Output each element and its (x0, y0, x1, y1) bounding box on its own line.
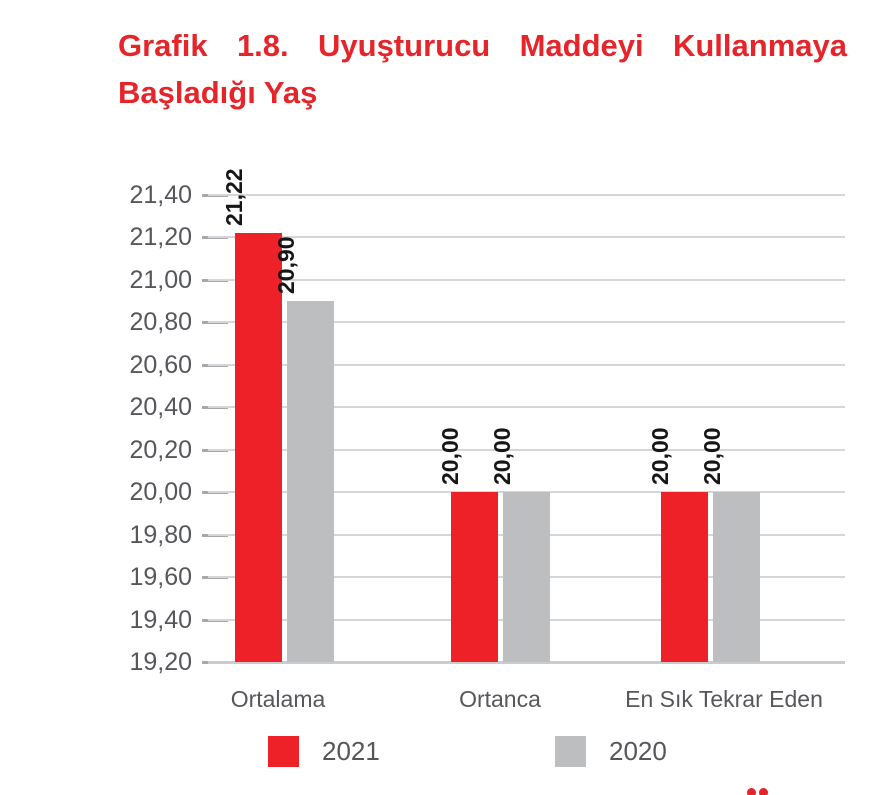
cutoff-umlaut-dot-left (747, 788, 756, 795)
y-axis-label-20,40: 20,40 (129, 393, 192, 422)
gridline-20,40 (208, 406, 845, 409)
legend-label-2021: 2021 (322, 736, 380, 766)
bar-2020-ortalama (286, 301, 334, 662)
chart-title-line-2: Başladığı Yaş (118, 75, 318, 110)
y-axis-label-20,60: 20,60 (129, 350, 192, 379)
legend-item-2021: 2021 (268, 736, 380, 767)
value-label-2021-ortalama: 21,22 (221, 168, 247, 227)
value-label-2020-ortanca: 20,00 (489, 427, 515, 486)
cutoff-umlaut-dot-right (759, 788, 768, 795)
value-label-2020-ortalama: 20,90 (273, 236, 299, 295)
gridline-20,00 (208, 491, 845, 494)
legend-swatch-2021 (268, 736, 299, 767)
value-label-2020-en-sık-tekrar-eden: 20,00 (699, 427, 725, 486)
bar-2020-en-sık-tekrar-eden (712, 492, 760, 662)
gridline-19,20 (208, 661, 845, 664)
gridline-21,40 (208, 194, 845, 196)
y-axis-label-19,60: 19,60 (129, 563, 192, 592)
x-axis-label-ortalama: Ortalama (230, 686, 326, 712)
gridline-21,00 (208, 278, 845, 281)
legend-label-2020: 2020 (609, 736, 667, 766)
chart-title: Grafik 1.8. Uyuşturucu Maddeyi Kullanmay… (118, 22, 847, 116)
x-axis-label-en-sık-tekrar-eden: En Sık Tekrar Eden (625, 686, 823, 712)
y-axis-label-21,40: 21,40 (129, 181, 192, 209)
bar-2020-ortanca (502, 492, 550, 662)
y-axis-label-19,20: 19,20 (129, 648, 192, 676)
bar-2021-en-sık-tekrar-eden (660, 492, 708, 662)
legend-item-2020: 2020 (555, 736, 667, 767)
value-label-2021-en-sık-tekrar-eden: 20,00 (647, 427, 673, 486)
y-axis-label-21,20: 21,20 (129, 223, 192, 252)
gridline-20,60 (208, 363, 845, 366)
plot-area: 21,22 20,90 20,00 20,00 20,00 20,00 (208, 169, 845, 664)
gridline-20,80 (208, 321, 845, 324)
chart-title-line-1: Grafik 1.8. Uyuşturucu Maddeyi Kullanmay… (118, 28, 847, 63)
bar-2021-ortanca (450, 492, 498, 662)
y-axis-label-21,00: 21,00 (129, 265, 192, 294)
gridline-21,20 (208, 236, 845, 239)
y-axis-label-19,80: 19,80 (129, 520, 192, 549)
legend-swatch-2020 (555, 736, 586, 767)
gridline-20,20 (208, 448, 845, 451)
y-axis-label-20,00: 20,00 (129, 478, 192, 507)
value-label-2021-ortanca: 20,00 (437, 427, 463, 486)
y-axis-label-20,20: 20,20 (129, 435, 192, 464)
x-axis-label-ortanca: Ortanca (459, 686, 541, 712)
y-axis-label-19,40: 19,40 (129, 605, 192, 634)
bar-2021-ortalama (234, 233, 282, 662)
y-axis-label-20,80: 20,80 (129, 308, 192, 337)
